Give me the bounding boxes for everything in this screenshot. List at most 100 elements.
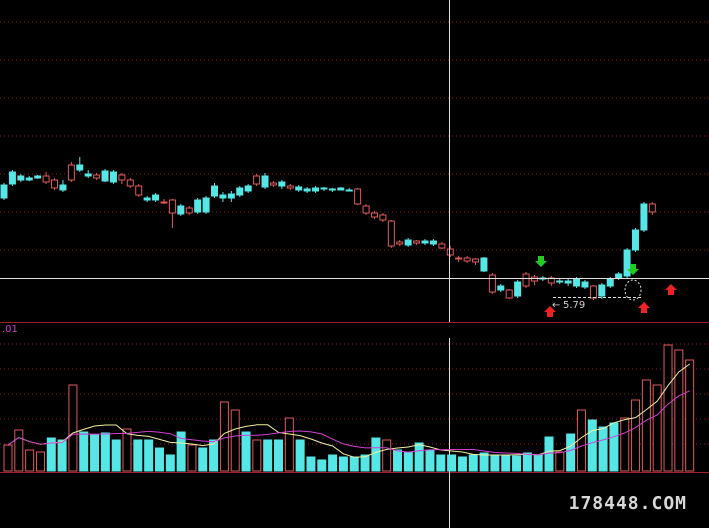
candle-body xyxy=(194,199,202,213)
candle-body xyxy=(269,182,277,186)
volume-bar xyxy=(631,399,641,472)
volume-bar xyxy=(447,454,457,472)
candle-body xyxy=(177,205,185,215)
candle-body xyxy=(126,179,134,187)
candle-body xyxy=(168,199,176,214)
volume-bar xyxy=(468,454,478,472)
volume-bar xyxy=(436,454,446,472)
volume-bar xyxy=(187,444,197,472)
candle-body xyxy=(438,243,446,249)
candle-body xyxy=(227,193,235,199)
volume-bar xyxy=(68,384,78,472)
volume-bar xyxy=(663,344,673,472)
volume-bar xyxy=(533,454,543,472)
volume-bar xyxy=(566,433,576,472)
candle-body xyxy=(615,273,623,279)
candle-body xyxy=(118,174,126,181)
candle-body xyxy=(25,177,33,181)
candle-body xyxy=(0,184,8,199)
candle-body xyxy=(67,164,75,181)
candle-body xyxy=(387,220,395,247)
candle-body xyxy=(135,185,143,196)
volume-bar xyxy=(144,439,154,472)
candle-body xyxy=(328,188,336,191)
volume-bar xyxy=(3,444,13,472)
volume-bar xyxy=(241,431,251,472)
candle-body xyxy=(160,201,168,204)
candle-body xyxy=(370,212,378,218)
buy-signal-arrow-down xyxy=(627,264,639,275)
candle-body xyxy=(606,278,614,287)
candle-body xyxy=(362,205,370,214)
candle-body xyxy=(514,281,522,297)
volume-bar xyxy=(349,456,359,472)
candle-body xyxy=(497,285,505,291)
candle-body xyxy=(34,175,42,179)
volume-bar xyxy=(165,454,175,472)
candle-body xyxy=(320,187,328,190)
volume-bar xyxy=(371,437,381,472)
volume-bar xyxy=(295,439,305,472)
volume-bar xyxy=(598,426,608,472)
volume-bar xyxy=(90,434,100,472)
candle-body xyxy=(623,249,631,277)
volume-bar xyxy=(25,449,35,472)
volume-bar xyxy=(555,451,565,472)
volume-bar xyxy=(176,431,186,472)
volume-bar xyxy=(133,439,143,472)
volume-bar xyxy=(338,456,348,472)
candle-body xyxy=(632,229,639,251)
volume-bar xyxy=(122,428,132,472)
candle-body xyxy=(421,240,429,244)
volume-bar xyxy=(425,449,435,472)
volume-bar xyxy=(284,417,294,472)
candle-body xyxy=(101,170,109,182)
volume-bar xyxy=(198,447,208,472)
candle-body xyxy=(488,274,496,293)
volume-ma-slow xyxy=(7,390,690,456)
volume-bar xyxy=(522,452,532,472)
candle-body xyxy=(379,214,387,221)
volume-bar xyxy=(317,459,327,472)
candle-body xyxy=(463,257,471,262)
volume-bar xyxy=(685,359,695,472)
volume-bar xyxy=(620,417,630,472)
candle-body xyxy=(648,203,656,213)
volume-bar xyxy=(154,447,164,472)
highlight-circle xyxy=(624,279,642,301)
candle-body xyxy=(244,185,252,192)
volume-bar xyxy=(111,439,121,472)
candle-body xyxy=(413,240,421,244)
volume-bar xyxy=(360,454,370,472)
volume-ma-fast xyxy=(7,363,690,458)
volume-bar xyxy=(609,422,619,472)
candle-body xyxy=(152,194,160,201)
candle-body xyxy=(556,280,564,283)
candle-body xyxy=(429,240,437,245)
candle-body xyxy=(573,278,581,287)
volume-bar xyxy=(46,437,56,472)
volume-bar xyxy=(263,439,273,472)
candle-body xyxy=(354,188,362,205)
buy-signal-arrow-down xyxy=(535,256,547,267)
candle-body xyxy=(505,289,513,299)
volume-bar xyxy=(79,431,89,472)
volume-bar xyxy=(587,419,597,472)
candle-body xyxy=(303,188,311,192)
candle-body xyxy=(236,187,244,196)
site-watermark: 178448.COM xyxy=(568,493,687,514)
volume-bar xyxy=(652,384,662,472)
candle-body xyxy=(261,175,269,188)
volume-bar xyxy=(501,454,511,472)
candle-body xyxy=(219,194,227,199)
candle-body xyxy=(42,175,50,183)
signal-arrow-up xyxy=(544,306,556,317)
candle-body xyxy=(598,284,606,297)
volume-bar xyxy=(674,349,684,472)
candle-body xyxy=(404,239,412,246)
signal-arrow-up xyxy=(665,284,677,295)
candle-body xyxy=(185,207,193,214)
candle-body xyxy=(522,273,530,287)
